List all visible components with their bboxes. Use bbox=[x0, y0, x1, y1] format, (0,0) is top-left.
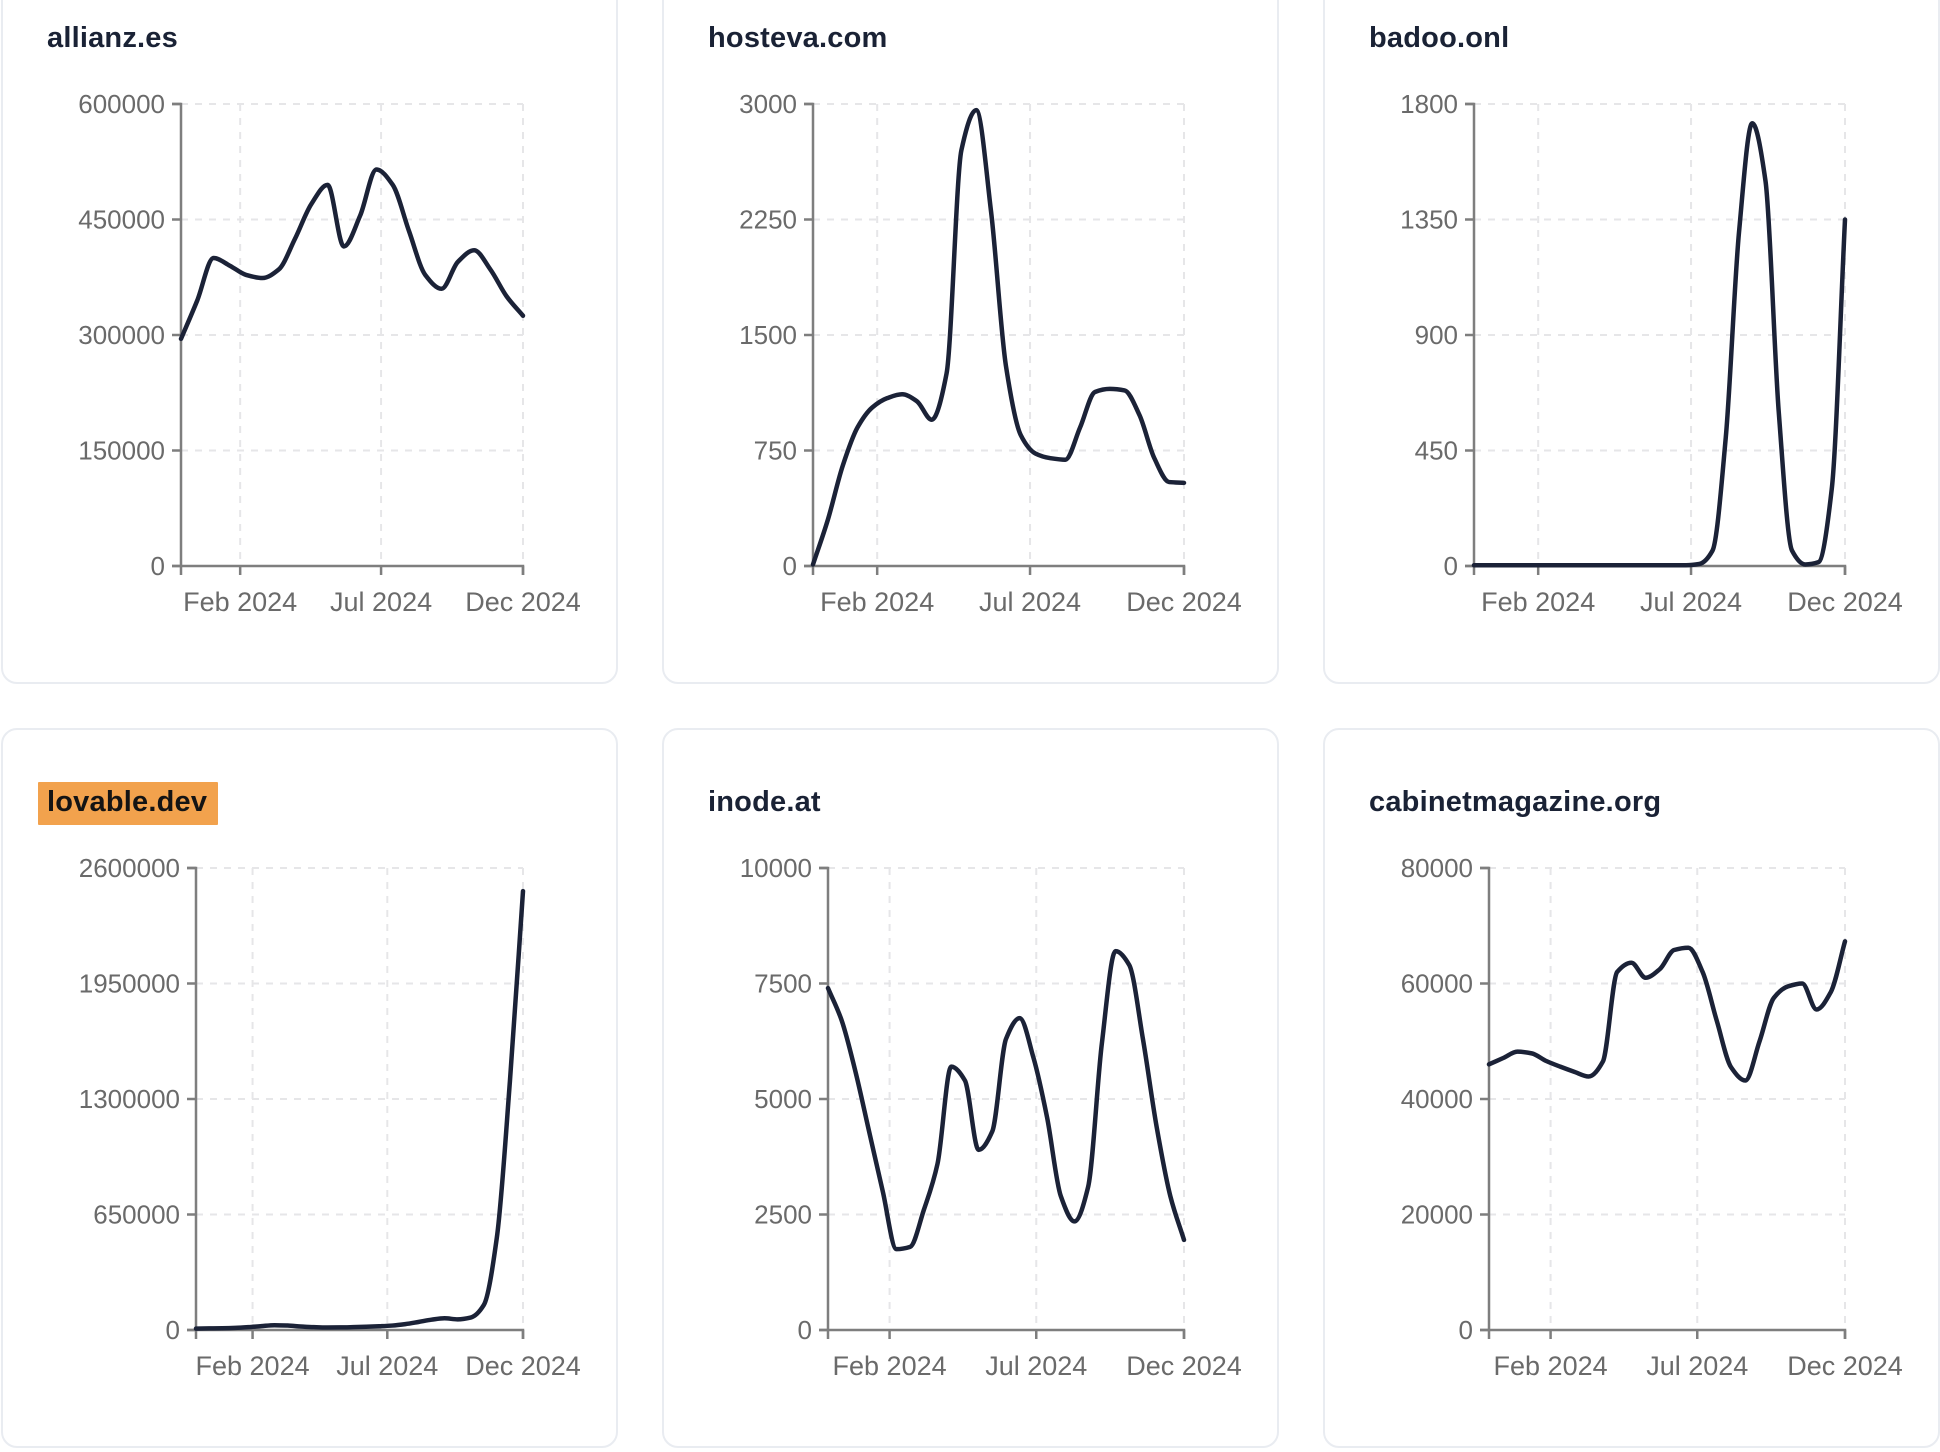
x-tick-label: Dec 2024 bbox=[1126, 1351, 1242, 1381]
chart-card: cabinetmagazine.org 0 20000 40000 60000 8000… bbox=[1323, 728, 1940, 1448]
y-tick-label: 450 bbox=[1415, 436, 1458, 466]
x-tick-label: Dec 2024 bbox=[465, 587, 581, 617]
y-tick-label: 900 bbox=[1415, 320, 1458, 350]
chart-title: inode.at bbox=[708, 786, 821, 818]
series-line bbox=[1471, 121, 1848, 568]
x-tick-label: Dec 2024 bbox=[1126, 587, 1242, 617]
chart-title: hosteva.com bbox=[708, 22, 888, 54]
x-axis bbox=[194, 1328, 525, 1339]
y-tick-label: 0 bbox=[166, 1315, 180, 1345]
x-tick-label: Dec 2024 bbox=[465, 1351, 581, 1381]
x-tick-label: Dec 2024 bbox=[1787, 587, 1903, 617]
y-tick-label: 1500 bbox=[739, 320, 797, 350]
chart-svg: 0 650000 1300000 1950000 2600000 Feb 2024 Jul … bbox=[79, 853, 581, 1381]
series-line bbox=[178, 167, 526, 342]
chart-svg: 0 150000 300000 450000 600000 Feb 2024 Jul 202… bbox=[78, 89, 581, 617]
chart-svg: 0 2500 5000 7500 10000 Feb 2024 Jul 2024 Dec 20… bbox=[740, 853, 1242, 1381]
x-tick-label: Jul 2024 bbox=[1646, 1351, 1748, 1381]
line-chart: 0 2500 5000 7500 10000 Feb 2024 Jul 2024 Dec 20… bbox=[684, 842, 1261, 1402]
chart-card: badoo.onl 0 450 900 1350 1800 Feb 2024 Jul 202… bbox=[1323, 0, 1940, 684]
y-tick-label: 20000 bbox=[1401, 1200, 1473, 1230]
chart-title-highlighted: lovable.dev bbox=[38, 782, 219, 825]
x-tick-label: Dec 2024 bbox=[1787, 1351, 1903, 1381]
x-tick-label: Feb 2024 bbox=[1494, 1351, 1608, 1381]
y-tick-label: 0 bbox=[1459, 1315, 1473, 1345]
y-tick-label: 10000 bbox=[740, 853, 812, 883]
x-axis bbox=[179, 564, 525, 575]
y-tick-label: 1950000 bbox=[79, 969, 180, 999]
y-tick-label: 1300000 bbox=[79, 1084, 180, 1114]
chart-card: inode.at 0 2500 5000 7500 10000 Feb 2024 Jul 2… bbox=[662, 728, 1279, 1448]
x-tick-label: Jul 2024 bbox=[336, 1351, 438, 1381]
line-chart: 0 150000 300000 450000 600000 Feb 2024 Jul 202… bbox=[23, 78, 600, 638]
x-tick-label: Jul 2024 bbox=[330, 587, 432, 617]
x-tick-label: Feb 2024 bbox=[820, 587, 934, 617]
y-tick-label: 650000 bbox=[93, 1200, 180, 1230]
chart-card: hosteva.com 0 750 1500 2250 3000 Feb 2024 Jul … bbox=[662, 0, 1279, 684]
y-tick-label: 2250 bbox=[739, 205, 797, 235]
x-tick-label: Feb 2024 bbox=[183, 587, 297, 617]
line-chart: 0 650000 1300000 1950000 2600000 Feb 2024 Jul … bbox=[23, 842, 600, 1402]
y-tick-label: 2500 bbox=[754, 1200, 812, 1230]
line-chart: 0 20000 40000 60000 80000 Feb 2024 Jul 2024 Dec… bbox=[1345, 842, 1922, 1402]
series-line bbox=[1486, 939, 1848, 1083]
chart-svg: 0 20000 40000 60000 80000 Feb 2024 Jul 2024 Dec… bbox=[1401, 853, 1903, 1381]
x-tick-label: Feb 2024 bbox=[196, 1351, 310, 1381]
y-tick-label: 5000 bbox=[754, 1084, 812, 1114]
chart-svg: 0 450 900 1350 1800 Feb 2024 Jul 2024 Dec 2024 bbox=[1400, 89, 1903, 617]
y-tick-label: 0 bbox=[1444, 551, 1458, 581]
y-tick-label: 300000 bbox=[78, 320, 165, 350]
chart-svg: 0 750 1500 2250 3000 Feb 2024 Jul 2024 Dec 2024 bbox=[739, 89, 1242, 617]
chart-card: lovable.dev 0 650000 1300000 1950000 2600000… bbox=[1, 728, 618, 1448]
chart-title: allianz.es bbox=[47, 22, 178, 54]
y-tick-label: 1800 bbox=[1400, 89, 1458, 119]
x-axis bbox=[826, 1328, 1186, 1339]
y-tick-label: 1350 bbox=[1400, 205, 1458, 235]
y-tick-label: 0 bbox=[798, 1315, 812, 1345]
x-tick-label: Feb 2024 bbox=[833, 1351, 947, 1381]
x-tick-label: Jul 2024 bbox=[979, 587, 1081, 617]
y-tick-label: 600000 bbox=[78, 89, 165, 119]
y-tick-label: 40000 bbox=[1401, 1084, 1473, 1114]
line-chart: 0 750 1500 2250 3000 Feb 2024 Jul 2024 Dec 2024 bbox=[684, 78, 1261, 638]
y-tick-label: 7500 bbox=[754, 969, 812, 999]
y-tick-label: 750 bbox=[754, 436, 797, 466]
y-tick-label: 0 bbox=[151, 551, 165, 581]
y-tick-label: 150000 bbox=[78, 436, 165, 466]
y-tick-label: 3000 bbox=[739, 89, 797, 119]
series-line bbox=[825, 948, 1187, 1252]
y-tick-label: 80000 bbox=[1401, 853, 1473, 883]
x-tick-label: Jul 2024 bbox=[1640, 587, 1742, 617]
x-axis bbox=[1487, 1328, 1847, 1339]
chart-title: cabinetmagazine.org bbox=[1369, 786, 1662, 818]
chart-title: badoo.onl bbox=[1369, 22, 1510, 54]
chart-card: allianz.es 0 150000 300000 450000 600000 Feb … bbox=[1, 0, 618, 684]
y-tick-label: 0 bbox=[783, 551, 797, 581]
series-line bbox=[810, 107, 1187, 567]
line-chart: 0 450 900 1350 1800 Feb 2024 Jul 2024 Dec 2024 bbox=[1345, 78, 1922, 638]
series-line bbox=[193, 888, 526, 1331]
x-tick-label: Jul 2024 bbox=[985, 1351, 1087, 1381]
y-tick-label: 60000 bbox=[1401, 969, 1473, 999]
x-axis bbox=[811, 564, 1186, 575]
x-tick-label: Feb 2024 bbox=[1481, 587, 1595, 617]
y-tick-label: 2600000 bbox=[79, 853, 180, 883]
y-tick-label: 450000 bbox=[78, 205, 165, 235]
